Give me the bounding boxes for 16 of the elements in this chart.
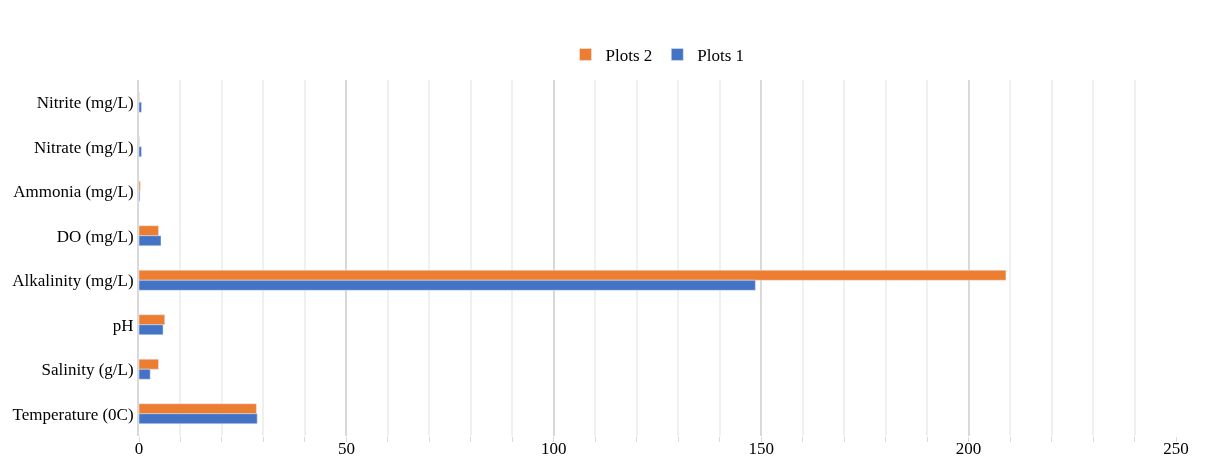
- legend-label: Plots 1: [697, 46, 745, 66]
- y-tick-label: DO (mg/L): [56, 226, 134, 246]
- x-tick-label: 150: [748, 439, 774, 458]
- y-tick-label: Nitrate (mg/L): [33, 137, 134, 157]
- y-tick-label: Salinity (g/L): [41, 360, 134, 380]
- x-tick-label: 100: [541, 439, 567, 458]
- x-tick-label: 50: [337, 439, 355, 458]
- y-tick-label: pH: [112, 315, 134, 335]
- x-tick-label: 0: [134, 439, 144, 458]
- x-tick-label: 250: [1163, 439, 1189, 458]
- y-tick-label: Nitrite (mg/L): [36, 93, 134, 113]
- x-tick-label: 200: [955, 439, 982, 458]
- legend-label: Plots 2: [605, 46, 653, 66]
- y-tick-label: Alkalinity (mg/L): [12, 271, 134, 291]
- y-tick-label: Temperature (0C): [12, 404, 134, 424]
- y-tick-label: Ammonia (mg/L): [13, 182, 134, 202]
